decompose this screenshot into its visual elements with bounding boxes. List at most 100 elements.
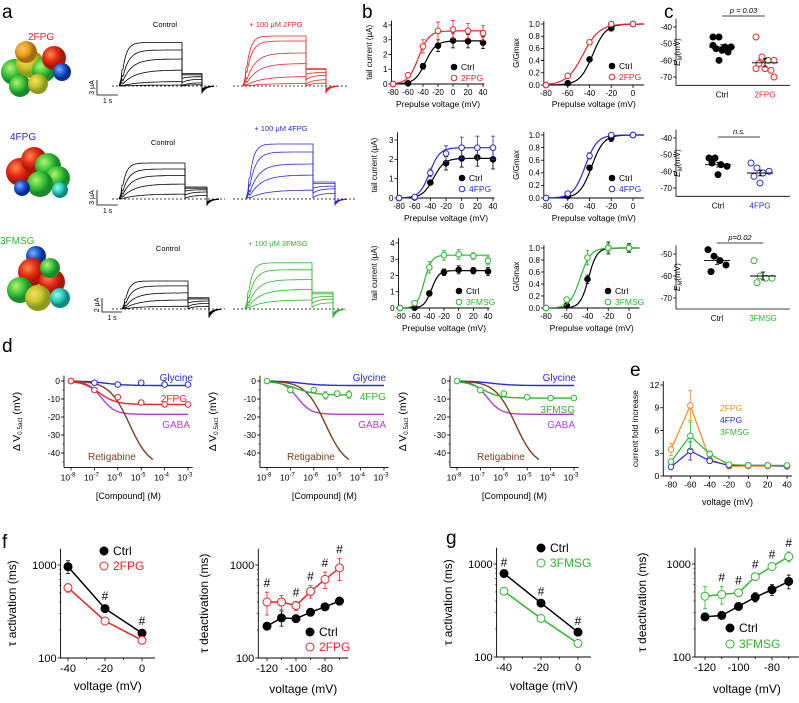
y-tick-label: 0 bbox=[383, 80, 388, 89]
data-point-3FMSG bbox=[725, 461, 733, 468]
data-point-3FMSG bbox=[750, 572, 760, 582]
x-tick-label: -60 bbox=[562, 202, 574, 211]
data-point-2FPG bbox=[137, 399, 145, 406]
significance-mark: # bbox=[102, 589, 109, 603]
data-point-2FPG bbox=[137, 635, 147, 645]
x-tick-label: 10-4 bbox=[540, 472, 555, 482]
y-tick-label: 1.0 bbox=[529, 20, 541, 29]
error-bar bbox=[761, 271, 765, 281]
significance-label: p=0.02 bbox=[727, 233, 752, 242]
panel-a-row-4FPG: 4FPG Control + 100 μM 4FPG 3 μA 1 s bbox=[6, 124, 355, 215]
data-point-Ctrl bbox=[320, 602, 330, 612]
panel-label-d: d bbox=[2, 336, 13, 357]
data-point-2FPG bbox=[306, 586, 315, 596]
x-axis-label: Prepulse voltage (mV) bbox=[404, 213, 488, 223]
data-point-2FPG bbox=[464, 27, 472, 35]
data-point-3FMSG bbox=[484, 257, 492, 265]
x-axis-label: [Compound] (M) bbox=[96, 491, 161, 501]
y-tick-label: -70 bbox=[660, 294, 672, 303]
current-trace bbox=[245, 189, 348, 203]
data-point-4FPG bbox=[345, 391, 353, 398]
legend-marker-Ctrl bbox=[608, 174, 616, 182]
x-tick-label: 10-8 bbox=[257, 472, 272, 482]
x-tick-label: 10-8 bbox=[61, 472, 76, 482]
significance-mark: # bbox=[336, 542, 343, 556]
fit-curve-GABA bbox=[267, 380, 384, 415]
data-point-3FMSG bbox=[411, 299, 418, 307]
y-tick-label: 3 bbox=[655, 448, 660, 458]
data-point-4FPG bbox=[542, 194, 550, 202]
data-point-Ctrl bbox=[404, 79, 412, 87]
fit-curve-Glycine bbox=[456, 380, 574, 387]
data-point-Ctrl bbox=[711, 154, 719, 162]
y-tick-label: 0.2 bbox=[529, 181, 541, 190]
x-tick-label: 20 bbox=[469, 312, 478, 321]
data-point-Ctrl bbox=[455, 266, 462, 274]
legend-label-3FMSG: 3FMSG bbox=[550, 556, 591, 570]
fit-curve-3FMSG bbox=[543, 247, 640, 309]
data-point-3FMSG bbox=[570, 394, 578, 402]
y-tick-label: 0.4 bbox=[529, 169, 541, 178]
legend-label-2FPG: 2FPG bbox=[619, 72, 641, 82]
significance-mark: # bbox=[264, 576, 271, 590]
data-point-Ctrl bbox=[704, 246, 712, 254]
current-trace bbox=[245, 151, 347, 206]
data-point-Ctrl bbox=[434, 42, 442, 49]
fit-curve-2FPG bbox=[70, 381, 188, 406]
data-point-2FPG bbox=[320, 574, 330, 584]
y-tick-label: 0.8 bbox=[529, 32, 541, 41]
legend-marker-Ctrl bbox=[450, 63, 458, 71]
x-tick-label: -20 bbox=[432, 88, 444, 97]
y-axis-label: Δ V0.5act (mV) bbox=[397, 392, 410, 451]
x-tick-label: 0 bbox=[456, 312, 461, 321]
curve-label-Retigabine: Retigabine bbox=[88, 452, 136, 463]
data-point-3FMSG bbox=[717, 589, 727, 599]
x-tick-label: 10-8 bbox=[447, 472, 462, 482]
legend-label-4FPG: 4FPG bbox=[619, 184, 641, 194]
y-tick-label: -10 bbox=[244, 394, 257, 404]
legend-marker-3FMSG bbox=[455, 298, 463, 306]
data-point-2FPG bbox=[335, 563, 344, 573]
x-tick-label: 10-6 bbox=[303, 472, 318, 482]
data-point-3FMSG bbox=[396, 304, 404, 312]
data-point-Ctrl bbox=[440, 268, 448, 276]
molecule-atom bbox=[9, 75, 31, 97]
data-point-3FMSG bbox=[440, 251, 448, 259]
y-axis-label: tail current (μA) bbox=[370, 137, 379, 192]
data-point-Ctrl bbox=[291, 614, 301, 624]
x-tick-label: 20 bbox=[763, 480, 773, 490]
data-point-2FPG bbox=[262, 597, 272, 607]
current-trace bbox=[244, 299, 346, 315]
x-tick-label: -100 bbox=[727, 662, 749, 674]
data-point-4FPG bbox=[586, 152, 593, 160]
x-tick-label: 0 bbox=[459, 202, 464, 211]
chart-d-2FPG: 10-8 10-7 10-6 10-5 10-4 10-3 0 -10 -20 -30 -40 [Co… bbox=[11, 373, 193, 501]
series-line-Ctrl bbox=[704, 580, 790, 618]
x-tick-label: 10-4 bbox=[350, 472, 365, 482]
current-trace bbox=[118, 175, 220, 205]
data-point-Ctrl bbox=[710, 252, 718, 260]
y-tick-label: 1000 bbox=[32, 560, 56, 572]
data-point-Glycine bbox=[137, 379, 145, 387]
x-tick-label: -80 bbox=[393, 202, 405, 211]
legend-label-3FMSG: 3FMSG bbox=[615, 297, 644, 307]
curve-label-GABA: GABA bbox=[547, 420, 575, 431]
fit-curve-Retigabine bbox=[267, 380, 350, 461]
error-bar bbox=[763, 58, 767, 68]
data-point-Ctrl bbox=[700, 612, 710, 622]
data-point-2FPG bbox=[770, 73, 778, 81]
y-tick-label: 1000 bbox=[666, 559, 690, 571]
legend-label-2FPG: 2FPG bbox=[113, 559, 144, 573]
data-point-2FPG bbox=[755, 60, 763, 68]
legend-marker-2FPG bbox=[608, 73, 616, 81]
data-point-4FPG bbox=[753, 164, 761, 172]
y-tick-label: 0.2 bbox=[529, 292, 541, 301]
x-axis-label: voltage (mV) bbox=[74, 679, 142, 693]
data-point-3FMSG bbox=[764, 462, 771, 469]
x-tick-label: -20 bbox=[605, 202, 617, 211]
x-tick-label: -40 bbox=[496, 662, 512, 674]
data-point-2FPG bbox=[291, 601, 301, 611]
x-tick-label: 0 bbox=[746, 480, 751, 490]
compound-label: 4FPG bbox=[10, 132, 36, 143]
data-point-3FMSG bbox=[750, 257, 758, 265]
